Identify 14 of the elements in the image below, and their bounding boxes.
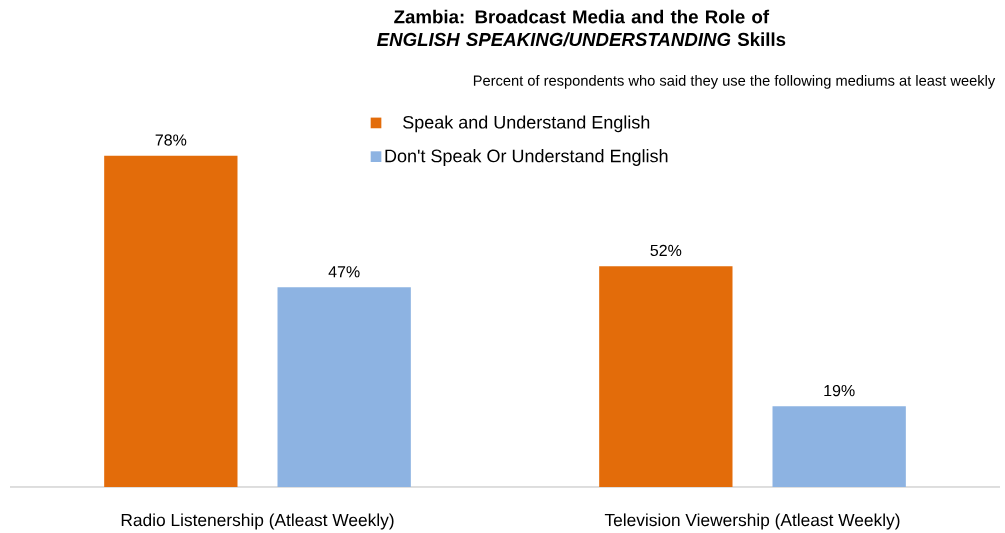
legend-label: Don't Speak Or Understand English [385,149,668,166]
bar [277,287,411,487]
chart-subtitle: Percent of respondents who said they use the following mediums at least weekly [473,75,996,89]
data-label: 52% [650,244,682,257]
legend-label: Speak and Understand English [403,115,650,133]
bar [772,406,906,487]
data-label: 78% [155,134,187,146]
x-tick-label: Television Viewership (Atleast Weekly) [604,513,900,530]
bar [104,155,238,487]
data-label: 47% [328,266,360,278]
data-label: 19% [824,384,855,397]
x-tick-label: Radio Listenership (Atleast Weekly) [121,513,394,530]
bar [599,266,733,487]
chart-title: Zambia: Broadcast Media and the Role of ENGLISH SPEAKING/UNDERSTANDING Skills [377,9,786,47]
